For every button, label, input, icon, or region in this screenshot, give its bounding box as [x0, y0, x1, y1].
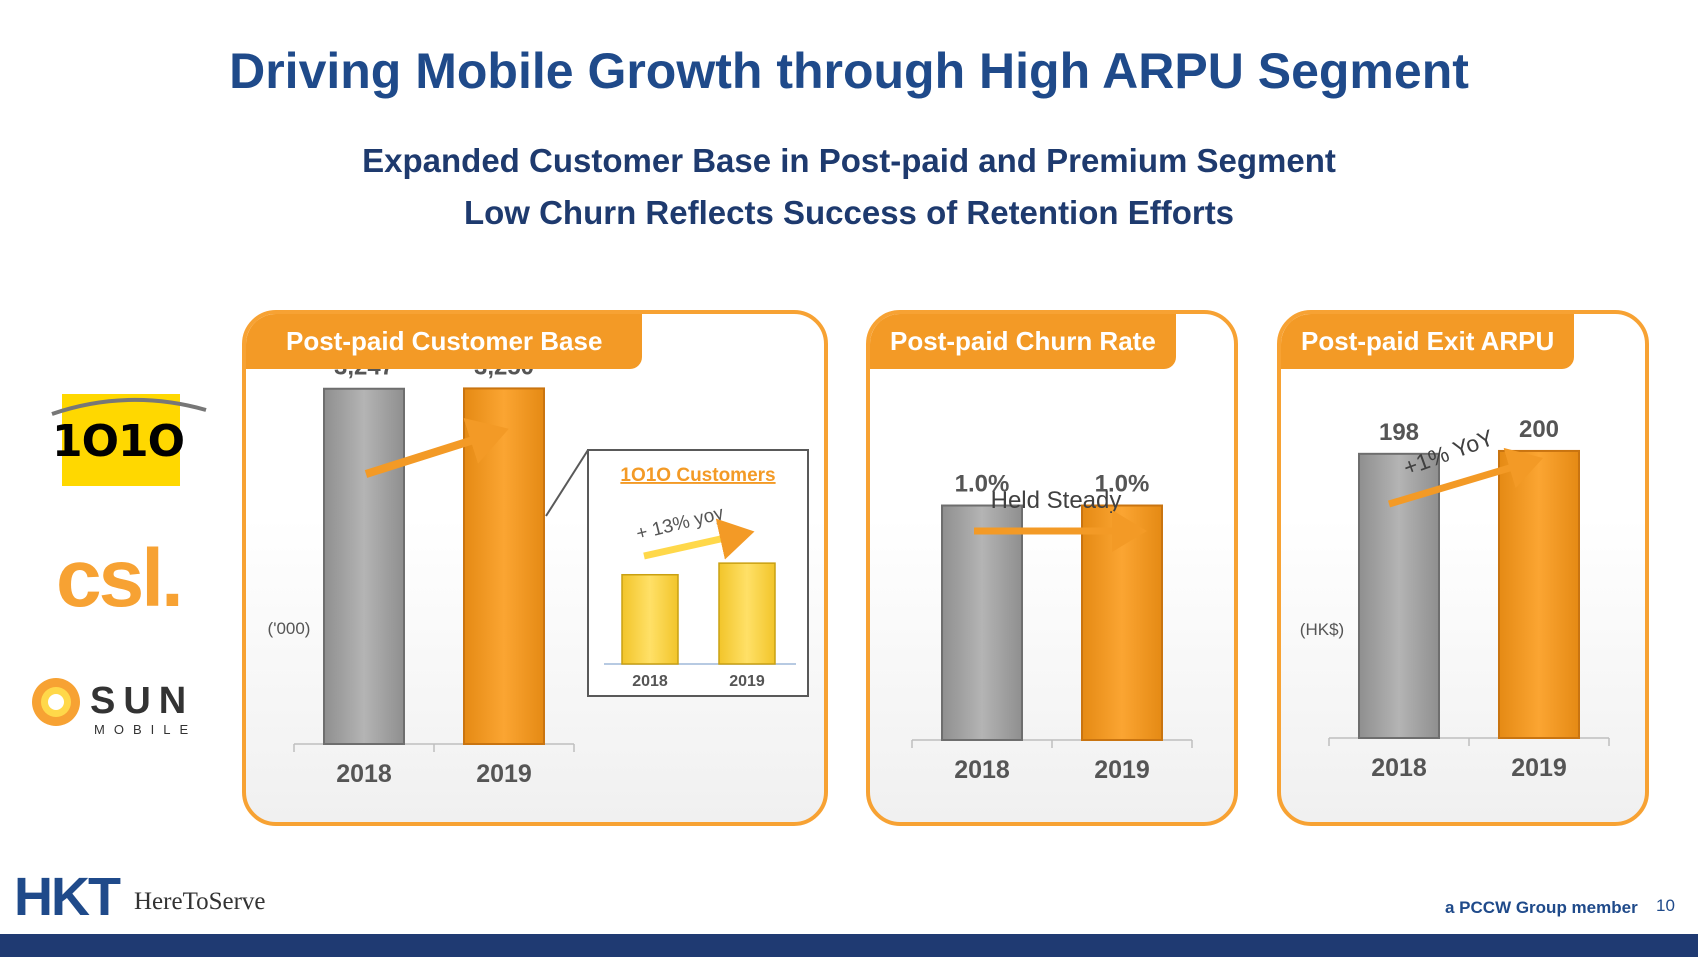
subtitle-line-2: Low Churn Reflects Success of Retention …: [463, 194, 1235, 231]
category-label-2018: 2018: [954, 756, 1010, 784]
growth-arrow: [364, 417, 509, 478]
panel-title-customer-base: Post-paid Customer Base: [246, 314, 643, 369]
bar-2018: [941, 504, 1023, 741]
inset-bar-2019: [718, 562, 776, 665]
bar-2019: [1498, 449, 1580, 740]
logo-1010: 1O1O: [51, 394, 207, 486]
bar-2019: [1081, 504, 1163, 741]
chart-churn-rate: 1.0% 2018 1.0% 2019 Held Steady: [911, 471, 1193, 784]
inset-bar-2018: [621, 573, 679, 665]
logo-sun-subtext: MOBILE: [94, 722, 198, 737]
data-label-2019: 200: [1519, 416, 1559, 443]
category-label-2018: 2018: [1371, 754, 1427, 782]
panel-title-churn-rate: Post-paid Churn Rate: [870, 314, 1176, 369]
panel-customer-base: 3,24720183,2502019('000)1O1O Customers+ …: [242, 310, 828, 826]
pccw-group-member: a PCCW Group member: [1445, 898, 1638, 917]
unit-label: (HK$): [1300, 620, 1344, 639]
panel-exit-arpu: 198 2018 200 2019 (HK$) +1% YoY Post-paid Exi…: [1277, 310, 1649, 826]
logo-csl: csl.: [56, 533, 184, 624]
category-label-2019: 2019: [476, 760, 532, 788]
data-label-2019: 1.0%: [1095, 471, 1150, 498]
page-title: Driving Mobile Growth through High ARPU …: [229, 43, 1469, 99]
bar-2018: [323, 387, 405, 746]
panel-title-exit-arpu: Post-paid Exit ARPU: [1281, 314, 1575, 369]
subtitle-line-1: Expanded Customer Base in Post-paid and …: [362, 142, 1336, 179]
category-label-2019: 2019: [1094, 756, 1150, 784]
bar-2018: [1358, 452, 1440, 739]
unit-label: ('000): [268, 619, 311, 638]
inset-connector: [545, 449, 589, 517]
category-label-2019: 2019: [1511, 754, 1567, 782]
footer-bar: [0, 934, 1698, 957]
data-label-2018: 1.0%: [955, 471, 1010, 498]
annotation-held-steady: Held Steady: [991, 487, 1122, 514]
category-label-2018: 2018: [336, 760, 392, 788]
chart-customer-base: 3,24720183,2502019('000)1O1O Customers+ …: [268, 353, 809, 788]
page-number: 10: [1656, 896, 1675, 915]
data-label-2018: 198: [1379, 419, 1419, 446]
sun-icon: [32, 678, 80, 726]
inset-title: 1O1O Customers: [620, 465, 775, 486]
panel-churn-rate: 1.0% 2018 1.0% 2019 Held Steady Post-paid Ch…: [866, 310, 1238, 826]
hkt-logo: HKT: [14, 867, 121, 927]
hkt-tagline: HereToServe: [134, 888, 266, 915]
logo-1010-swoosh: [51, 397, 207, 416]
logo-sun-text: SUN: [90, 680, 195, 722]
inset-category-label-2019: 2019: [729, 673, 765, 690]
logo-1010-text: 1O1O: [52, 416, 185, 467]
inset-growth-arrow: [643, 518, 755, 560]
growth-arrow: [1387, 447, 1544, 508]
inset-category-label-2018: 2018: [632, 673, 668, 690]
